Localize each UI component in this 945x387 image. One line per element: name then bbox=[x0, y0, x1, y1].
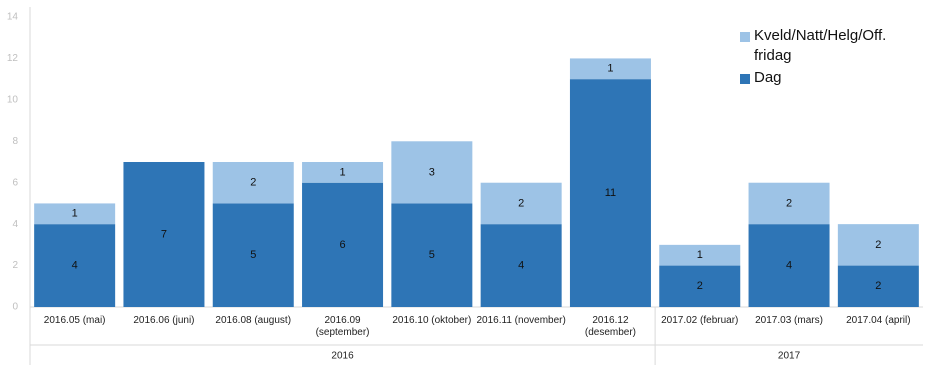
y-tick-label: 12 bbox=[7, 53, 19, 64]
bar-segment bbox=[34, 203, 116, 225]
data-label: 4 bbox=[72, 259, 78, 271]
y-tick-label: 0 bbox=[12, 302, 18, 313]
x-tick-label: 2016.11 (november) bbox=[476, 315, 566, 326]
data-label: 7 bbox=[161, 228, 167, 240]
bar-segment bbox=[837, 224, 919, 266]
legend-swatch bbox=[740, 74, 750, 84]
data-label: 2 bbox=[875, 239, 881, 251]
x-tick-label: 2016.08 (august) bbox=[215, 315, 292, 326]
data-label: 11 bbox=[605, 187, 616, 199]
data-label: 2 bbox=[518, 197, 524, 209]
data-label: 4 bbox=[786, 259, 792, 271]
y-tick-label: 6 bbox=[12, 177, 18, 188]
x-tick-label: 2016.10 (oktober) bbox=[392, 315, 472, 326]
group-label: 2017 bbox=[778, 351, 801, 362]
y-tick-label: 8 bbox=[12, 136, 18, 147]
bar-segment bbox=[748, 224, 830, 307]
bar-segment bbox=[748, 182, 830, 225]
legend-swatch bbox=[740, 32, 750, 42]
data-label: 1 bbox=[607, 63, 613, 75]
bar-segment bbox=[212, 162, 294, 204]
bar-segment bbox=[480, 224, 562, 307]
data-label: 2 bbox=[875, 280, 881, 292]
bar-segment bbox=[837, 265, 919, 307]
data-label: 2 bbox=[786, 197, 792, 209]
bar-segment bbox=[302, 162, 384, 183]
legend-label: Dag bbox=[754, 69, 782, 86]
y-tick-label: 10 bbox=[7, 94, 19, 105]
data-label: 3 bbox=[429, 166, 435, 178]
bar-segment bbox=[391, 141, 473, 204]
data-label: 1 bbox=[72, 208, 78, 220]
data-label: 6 bbox=[339, 239, 345, 251]
bar-segment bbox=[34, 224, 116, 307]
x-tick-label: 2016.05 (mai) bbox=[43, 315, 106, 326]
bar-segment bbox=[302, 182, 384, 307]
bar-segment bbox=[569, 79, 651, 308]
data-label: 2 bbox=[250, 177, 256, 189]
y-tick-label: 2 bbox=[12, 260, 18, 271]
bar-segment bbox=[659, 265, 741, 307]
data-label: 1 bbox=[697, 249, 703, 261]
legend-label: Kveld/Natt/Helg/Off. fridag bbox=[754, 27, 887, 64]
bar-segment bbox=[659, 244, 741, 266]
x-tick-label: 2016.06 (juni) bbox=[133, 315, 195, 326]
y-tick-label: 4 bbox=[12, 219, 18, 230]
bar-segment bbox=[123, 162, 205, 307]
data-label: 4 bbox=[518, 259, 524, 271]
y-tick-label: 14 bbox=[7, 12, 19, 23]
data-label: 5 bbox=[250, 249, 256, 261]
data-label: 1 bbox=[339, 166, 345, 178]
bar-segment bbox=[212, 203, 294, 307]
data-label: 5 bbox=[429, 249, 435, 261]
x-tick-label: 2017.04 (april) bbox=[846, 315, 911, 326]
data-label: 2 bbox=[697, 280, 703, 292]
bar-segment bbox=[480, 182, 562, 225]
x-tick-label: 2016.12 (desember) bbox=[584, 315, 637, 338]
bar-segment bbox=[569, 58, 651, 80]
x-tick-label: 2017.02 (februar) bbox=[661, 315, 739, 326]
group-label: 2016 bbox=[331, 351, 354, 362]
x-tick-label: 2017.03 (mars) bbox=[755, 315, 823, 326]
bar-segment bbox=[391, 203, 473, 307]
x-tick-label: 2016.09 (september) bbox=[315, 315, 370, 338]
